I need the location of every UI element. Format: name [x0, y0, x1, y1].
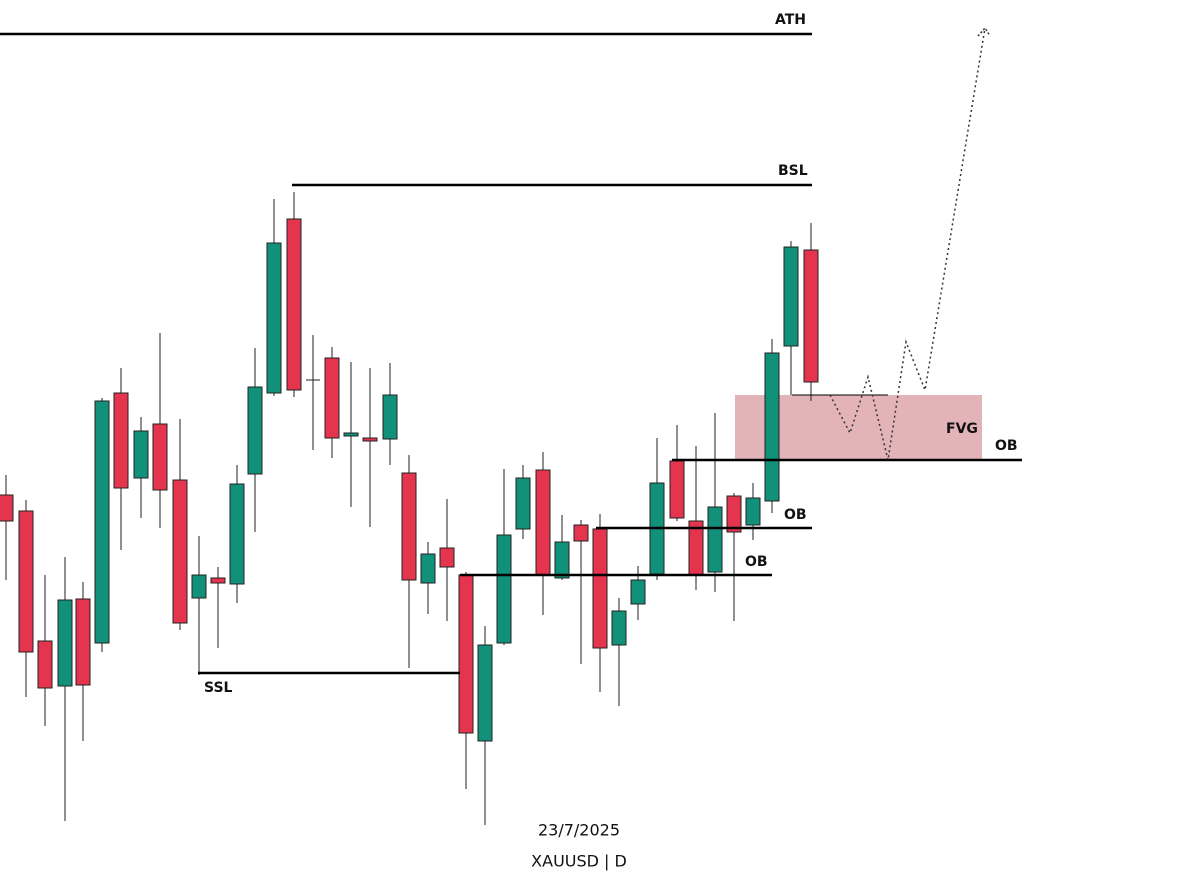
candle-body	[496, 534, 512, 644]
candle-body	[113, 392, 129, 489]
candle-body	[726, 495, 742, 533]
candle-body	[94, 400, 110, 644]
candle-body	[18, 510, 34, 653]
candle-body	[286, 218, 302, 391]
candle-body	[57, 599, 73, 687]
ath-label: ATH	[775, 12, 806, 28]
candle-body	[362, 437, 378, 442]
candle-body	[592, 528, 608, 649]
candles	[0, 192, 819, 825]
candle-body	[477, 644, 493, 742]
candle-body	[172, 479, 188, 624]
candle-body	[37, 640, 53, 689]
candle-body	[152, 423, 168, 491]
projection-arrow	[977, 26, 991, 37]
candle-body	[803, 249, 819, 383]
candle-body	[783, 246, 799, 347]
candle-body	[439, 547, 455, 568]
candle-body	[401, 472, 417, 581]
levels	[0, 32, 1022, 675]
candle-body	[611, 610, 627, 646]
candle-body	[458, 574, 474, 734]
candle-body	[535, 469, 551, 576]
ssl-label: SSL	[204, 680, 233, 696]
candle-body	[266, 242, 282, 394]
fvg-label: FVG	[946, 421, 978, 437]
candle-body	[247, 386, 263, 475]
candle-body	[324, 357, 340, 439]
candle-body	[669, 460, 685, 519]
date: 23/7/2025	[538, 821, 620, 840]
candle-body	[0, 494, 14, 522]
candle-body	[554, 541, 570, 579]
candle-body	[630, 579, 646, 605]
ob-label: OB	[745, 554, 768, 570]
candle-body	[420, 553, 436, 584]
candle-body	[133, 430, 149, 479]
candle-body	[382, 394, 398, 440]
candle-body	[229, 483, 245, 585]
ob-label: OB	[995, 438, 1018, 454]
candle-body	[343, 432, 359, 437]
symbol: XAUUSD | D	[531, 852, 627, 871]
ob-label: OB	[784, 507, 807, 523]
candle-body	[764, 352, 780, 502]
candle-body	[707, 506, 723, 573]
candle-body	[191, 574, 207, 599]
candle-body	[210, 577, 226, 584]
candle-body	[75, 598, 91, 686]
candle-body	[515, 477, 531, 530]
candle-body	[573, 524, 589, 542]
bsl-label: BSL	[778, 163, 808, 179]
candle-body	[745, 497, 761, 526]
